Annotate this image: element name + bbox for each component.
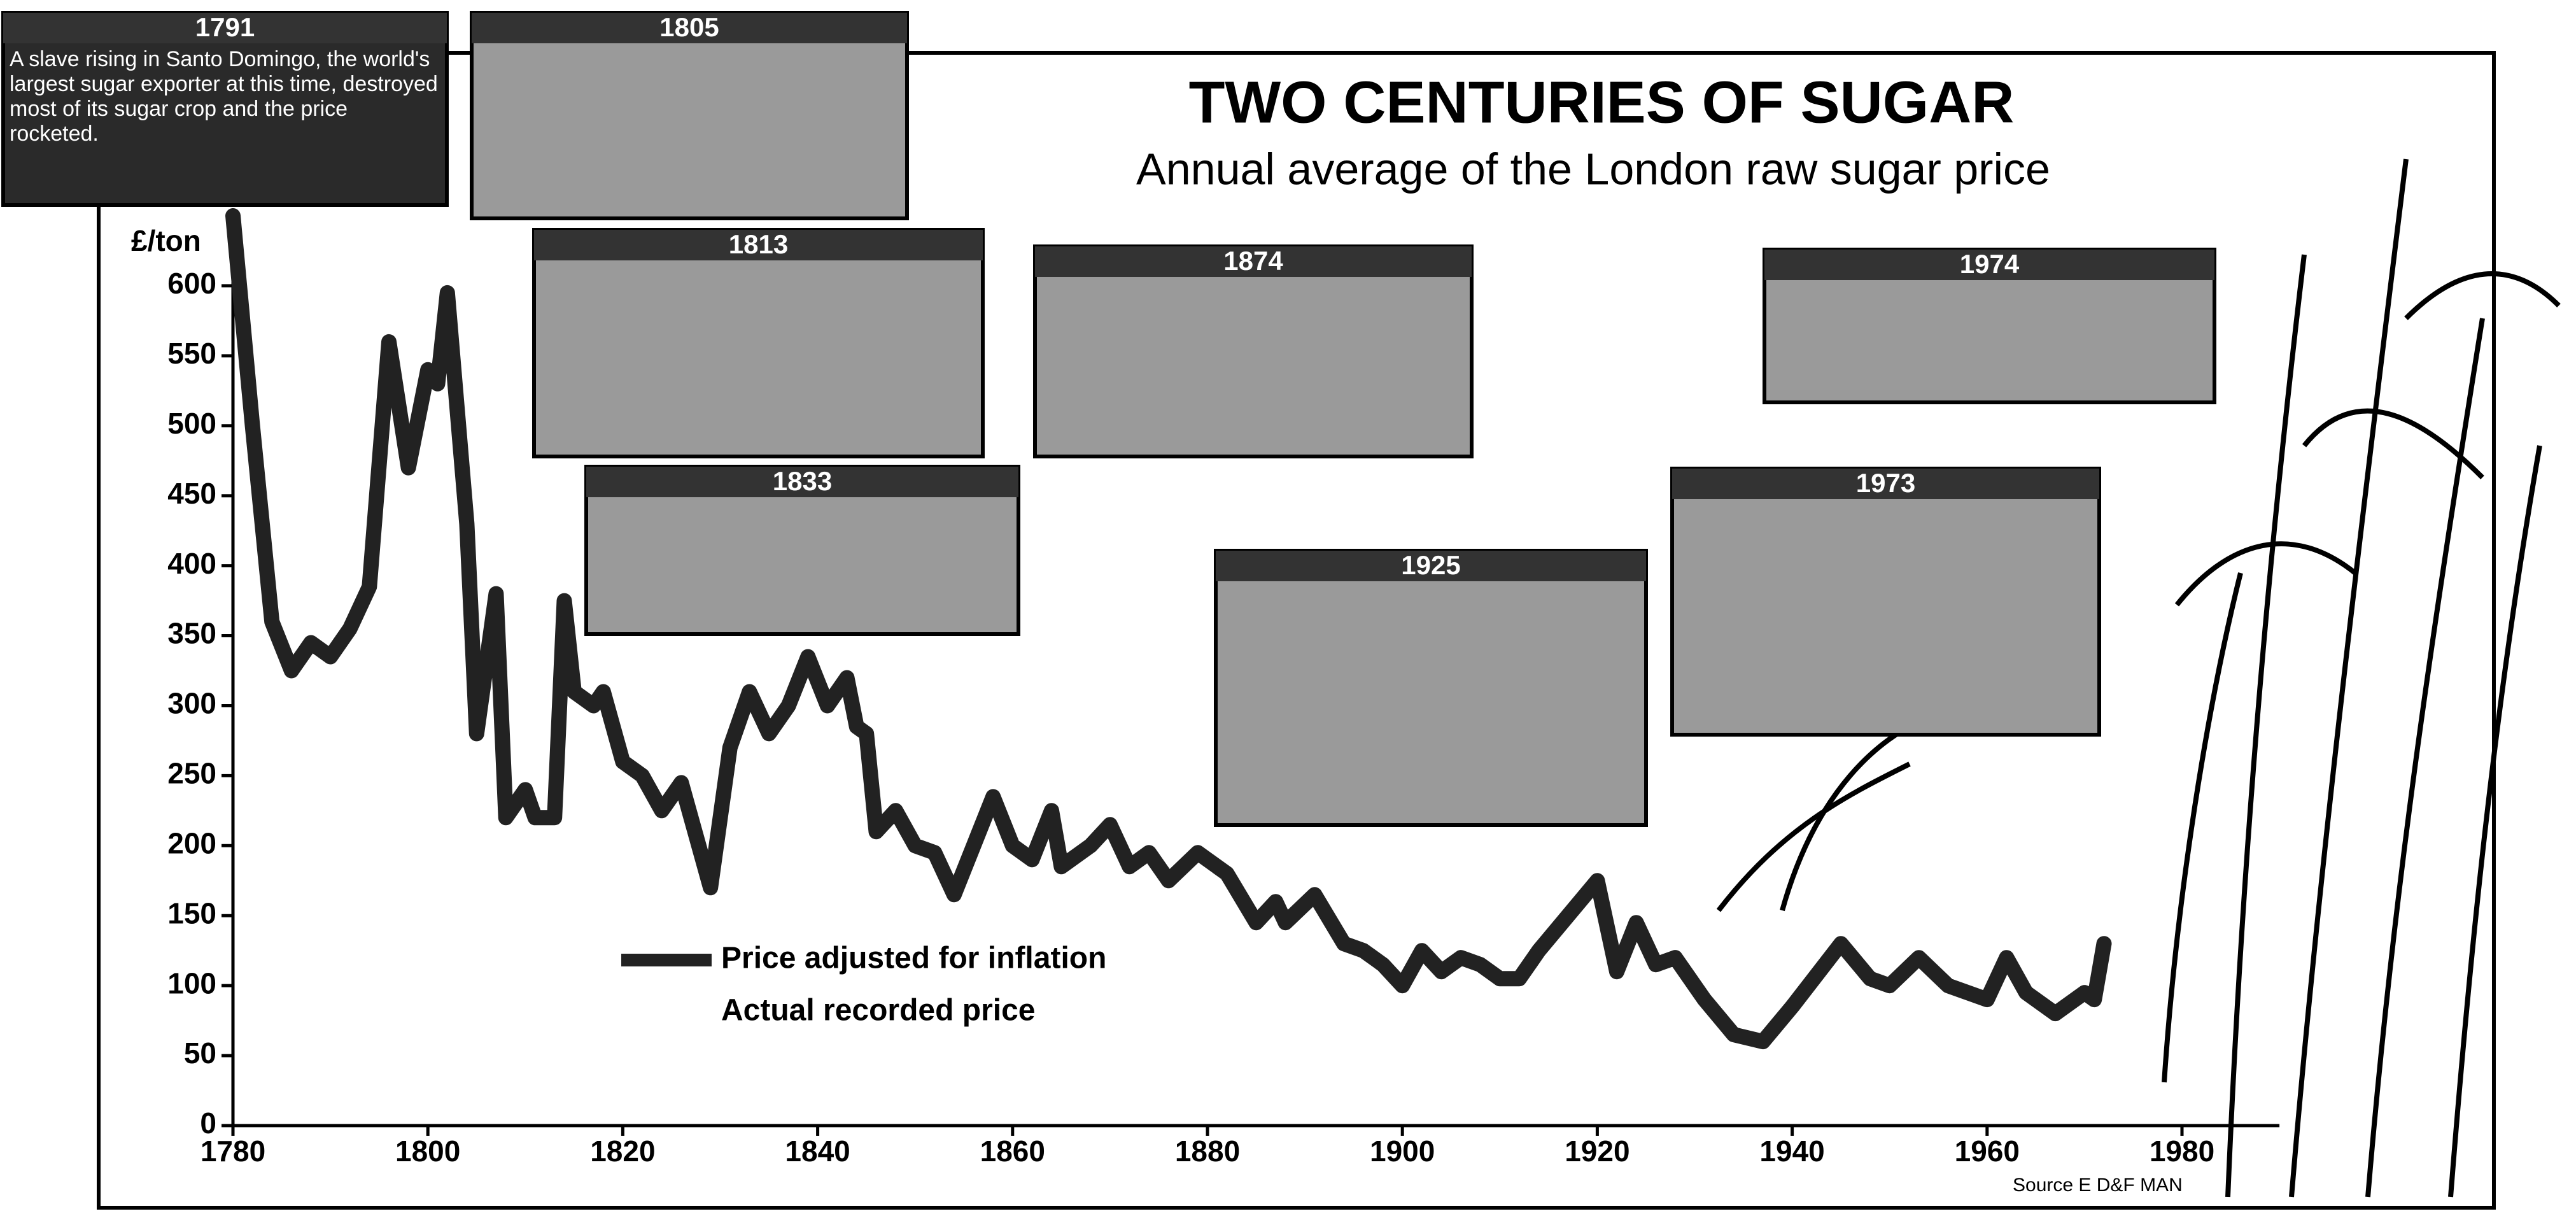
- annotation-box: [1670, 467, 2101, 737]
- annotation-header: [3, 13, 447, 43]
- y-tick-label: 600: [167, 267, 216, 300]
- price-line: [225, 208, 2112, 1050]
- annotation-header: [1764, 250, 2214, 280]
- x-tick-label: 1920: [1565, 1135, 1629, 1168]
- y-tick-label: 0: [200, 1106, 216, 1140]
- y-tick-label: 400: [167, 547, 216, 580]
- x-tick-label: 1940: [1759, 1135, 1824, 1168]
- y-tick-label: 200: [167, 826, 216, 859]
- y-tick-label: 50: [184, 1036, 216, 1070]
- annotation-year: 1874: [1223, 246, 1283, 276]
- annotation-year: 1813: [729, 229, 788, 259]
- legend-swatch: [621, 1006, 712, 1019]
- y-tick-label: 300: [167, 687, 216, 720]
- annotation-box: [470, 11, 909, 220]
- y-tick-label: 450: [167, 477, 216, 510]
- y-tick-label: 150: [167, 896, 216, 930]
- annotation-header: [1672, 469, 2099, 499]
- annotation-header: [1216, 551, 1646, 581]
- x-tick-label: 1780: [201, 1135, 265, 1168]
- frame: [97, 51, 2496, 1210]
- annotation-year: 1973: [1856, 468, 1915, 498]
- annotation-text: A slave rising in Santo Domingo, the wor…: [10, 47, 438, 146]
- annotation-year: 1833: [773, 466, 832, 496]
- y-tick-label: 100: [167, 966, 216, 1000]
- x-tick-label: 1820: [590, 1135, 655, 1168]
- x-tick-label: 1800: [395, 1135, 460, 1168]
- y-tick-label: 550: [167, 337, 216, 370]
- legend-label: Price adjusted for inflation: [721, 942, 1106, 975]
- annotation-year: 1974: [1960, 249, 2020, 279]
- y-axis-label: £/ton: [131, 224, 201, 257]
- annotation-box: [1214, 549, 1648, 827]
- annotation-year: 1805: [659, 12, 719, 42]
- annotation-header: [1035, 246, 1472, 277]
- x-tick-label: 1840: [785, 1135, 850, 1168]
- annotation-year: 1791: [195, 12, 255, 42]
- x-tick-label: 1960: [1955, 1135, 2020, 1168]
- annotation-year: 1925: [1401, 550, 1460, 580]
- x-tick-label: 1980: [2150, 1135, 2214, 1168]
- annotation-header: [472, 13, 907, 43]
- annotation-header: [534, 230, 983, 260]
- annotation-body: A slave rising in Santo Domingo, the wor…: [10, 47, 438, 146]
- y-tick-label: 500: [167, 407, 216, 440]
- legend-label: Actual recorded price: [721, 994, 1036, 1028]
- chart-subtitle: Annual average of the London raw sugar p…: [1136, 144, 2050, 194]
- y-tick-label: 250: [167, 757, 216, 790]
- x-tick-label: 1860: [980, 1135, 1045, 1168]
- chart-title: TWO CENTURIES OF SUGAR: [1189, 69, 2015, 136]
- x-tick-label: 1880: [1175, 1135, 1240, 1168]
- annotation-box: [1033, 244, 1474, 458]
- y-tick-label: 350: [167, 617, 216, 650]
- annotation-box: [532, 228, 985, 458]
- x-tick-label: 1900: [1370, 1135, 1435, 1168]
- annotation-box: [1, 11, 449, 207]
- annotation-header: [586, 467, 1018, 497]
- source: Source E D&F MAN: [2013, 1175, 2183, 1196]
- legend-swatch: [621, 954, 712, 966]
